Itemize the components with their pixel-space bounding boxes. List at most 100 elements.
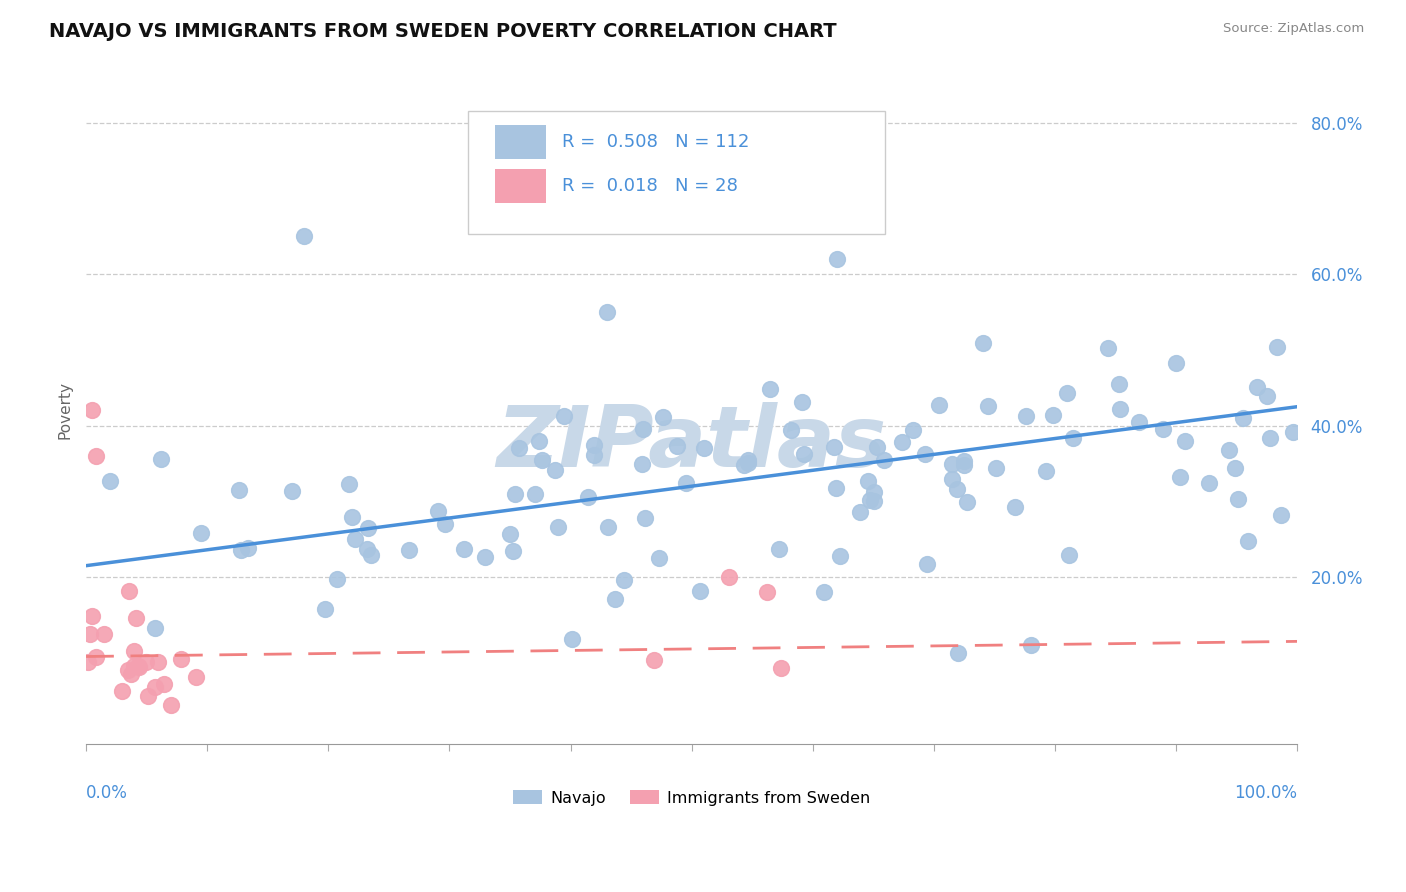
- Point: [647, 550, 669, 565]
- Point: [863, 493, 886, 508]
- Point: [856, 474, 879, 488]
- Point: [1281, 425, 1303, 439]
- Point: [434, 516, 457, 531]
- Legend: Navajo, Immigrants from Sweden: Navajo, Immigrants from Sweden: [508, 784, 876, 813]
- Point: [79, 627, 101, 641]
- Point: [1198, 475, 1220, 490]
- Point: [136, 689, 159, 703]
- Point: [127, 658, 149, 673]
- Point: [758, 382, 780, 396]
- Point: [135, 655, 157, 669]
- Point: [901, 423, 924, 437]
- Point: [1015, 409, 1038, 423]
- Point: [453, 542, 475, 557]
- Point: [1174, 434, 1197, 448]
- Point: [1223, 460, 1246, 475]
- Point: [793, 447, 815, 461]
- Text: Source: ZipAtlas.com: Source: ZipAtlas.com: [1223, 22, 1364, 36]
- Bar: [495, 169, 547, 202]
- Point: [755, 585, 778, 599]
- Point: [1218, 443, 1240, 458]
- Point: [718, 570, 741, 584]
- Point: [693, 442, 716, 456]
- Point: [1059, 548, 1081, 562]
- Point: [499, 527, 522, 541]
- Point: [596, 520, 619, 534]
- Point: [849, 505, 872, 519]
- Point: [769, 661, 792, 675]
- Point: [343, 533, 366, 547]
- Point: [117, 663, 139, 677]
- Point: [643, 653, 665, 667]
- Point: [143, 680, 166, 694]
- Point: [1056, 385, 1078, 400]
- Point: [190, 525, 212, 540]
- Point: [1237, 534, 1260, 549]
- FancyBboxPatch shape: [468, 111, 886, 234]
- Point: [547, 520, 569, 534]
- Point: [314, 602, 336, 616]
- Point: [117, 583, 139, 598]
- Bar: [495, 126, 547, 159]
- Point: [790, 395, 813, 409]
- Point: [159, 698, 181, 712]
- Point: [1227, 492, 1250, 507]
- Point: [505, 487, 527, 501]
- Text: ZIPatlas: ZIPatlas: [496, 402, 887, 485]
- Text: 100.0%: 100.0%: [1234, 783, 1298, 802]
- Point: [689, 583, 711, 598]
- Point: [917, 558, 939, 572]
- Point: [527, 434, 550, 448]
- Point: [236, 541, 259, 555]
- Point: [76, 655, 98, 669]
- Point: [84, 449, 107, 463]
- Point: [339, 476, 361, 491]
- Point: [326, 572, 349, 586]
- Text: R =  0.508   N = 112: R = 0.508 N = 112: [562, 133, 749, 151]
- Point: [1042, 408, 1064, 422]
- Point: [733, 458, 755, 472]
- Point: [82, 403, 104, 417]
- Point: [631, 422, 654, 436]
- Point: [675, 475, 697, 490]
- Point: [281, 484, 304, 499]
- Point: [86, 649, 108, 664]
- Point: [474, 549, 496, 564]
- Point: [1170, 470, 1192, 484]
- Y-axis label: Poverty: Poverty: [58, 382, 72, 440]
- Point: [1256, 389, 1278, 403]
- Point: [1108, 377, 1130, 392]
- Point: [544, 462, 567, 476]
- Point: [666, 439, 689, 453]
- Point: [128, 660, 150, 674]
- Point: [737, 453, 759, 467]
- Point: [292, 229, 315, 244]
- Point: [737, 457, 759, 471]
- Point: [502, 544, 524, 558]
- Point: [98, 474, 121, 488]
- Point: [859, 492, 882, 507]
- Point: [120, 667, 142, 681]
- Point: [941, 472, 963, 486]
- Point: [1265, 340, 1288, 354]
- Point: [153, 677, 176, 691]
- Point: [824, 481, 846, 495]
- Point: [360, 548, 382, 562]
- Point: [583, 438, 606, 452]
- Point: [561, 632, 583, 647]
- Point: [111, 684, 134, 698]
- Point: [946, 483, 969, 497]
- Point: [508, 441, 530, 455]
- Point: [953, 458, 976, 472]
- Point: [229, 543, 252, 558]
- Point: [1152, 422, 1174, 436]
- Point: [398, 543, 420, 558]
- Point: [928, 398, 950, 412]
- Point: [122, 644, 145, 658]
- Point: [652, 409, 675, 424]
- Point: [356, 541, 378, 556]
- Point: [583, 448, 606, 462]
- Point: [93, 627, 115, 641]
- Point: [146, 656, 169, 670]
- Point: [1062, 431, 1084, 445]
